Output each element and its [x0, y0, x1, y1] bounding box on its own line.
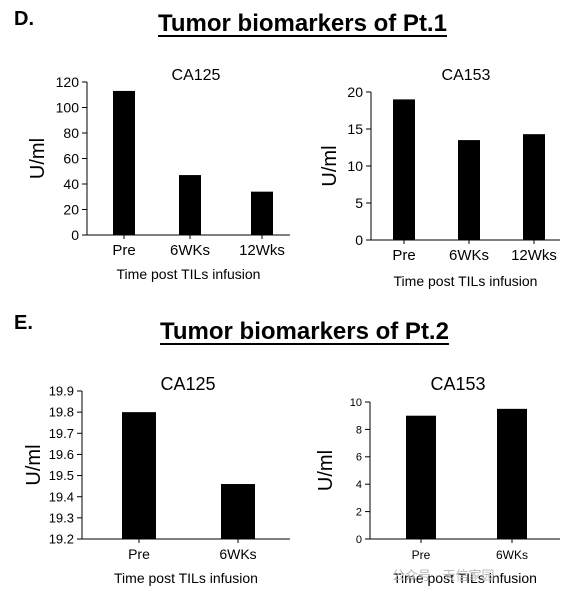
panel-title-d: Tumor biomarkers of Pt.1	[158, 10, 447, 37]
chart-4-x-tick-label-1: 6WKs	[496, 548, 528, 562]
chart-1-y-tick-label-5: 100	[56, 99, 80, 115]
chart-3-y-tick-label-0: 19.2	[49, 532, 74, 547]
chart-3-x-tick-label-1: 6WKs	[219, 546, 256, 562]
chart-2-y-tick-label-3: 15	[347, 121, 363, 137]
chart-1-y-tick-label-6: 120	[56, 74, 80, 90]
chart-2-y-label: U/ml	[319, 145, 341, 186]
chart-4-y-tick-label-0: 0	[356, 534, 362, 546]
chart-2-y-tick-label-1: 5	[355, 195, 363, 211]
chart-1-y-label: U/ml	[27, 138, 49, 179]
chart-3-x-tick-label-0: Pre	[128, 546, 150, 562]
chart-4-y-tick-label-4: 8	[356, 424, 362, 436]
chart-1-y-tick-label-2: 40	[63, 176, 79, 192]
chart-1-x-tick-label-2: 12Wks	[239, 242, 285, 259]
chart-3-y-tick-label-3: 19.5	[49, 468, 74, 483]
chart-4-y-tick-label-5: 10	[350, 397, 362, 409]
panel-title-e: Tumor biomarkers of Pt.2	[160, 318, 449, 345]
chart-2-y-tick-label-0: 0	[355, 232, 363, 248]
chart-1-y-tick-label-0: 0	[71, 227, 79, 243]
chart-4-x-tick-label-0: Pre	[412, 548, 431, 562]
panel-letter-d: D.	[14, 8, 34, 30]
chart-3-y-tick-label-6: 19.8	[49, 405, 74, 420]
chart-3-y-tick-label-2: 19.4	[49, 489, 74, 504]
chart-2-bar-2	[523, 134, 545, 240]
chart-1-x-label: Time post TILs infusion	[117, 266, 261, 282]
chart-1-y-tick-label-1: 20	[63, 201, 79, 217]
chart-2-x-tick-label-1: 6WKs	[449, 247, 489, 264]
panel-letter-e: E.	[14, 312, 33, 334]
chart-4-bar-1	[497, 408, 527, 539]
chart-1-bar-1	[179, 175, 201, 235]
chart-3-y-tick-label-4: 19.6	[49, 447, 74, 462]
chart-1-x-tick-label-1: 6WKs	[170, 242, 210, 259]
chart-3-y-tick-label-7: 19.9	[49, 384, 74, 399]
chart-3-x-label: Time post TILs infusion	[114, 570, 258, 586]
chart-3-bar-0	[122, 412, 156, 539]
chart-2-bar-1	[458, 140, 480, 240]
chart-1-y-tick-label-4: 80	[63, 125, 79, 141]
chart-2-y-tick-label-2: 10	[347, 158, 363, 174]
chart-1-title: CA125	[172, 67, 221, 84]
chart-3-title: CA125	[160, 374, 215, 394]
chart-2-y-tick-label-4: 20	[347, 84, 363, 100]
chart-1-x-tick-label-0: Pre	[112, 242, 135, 259]
chart-2-bar-0	[393, 99, 415, 241]
chart-2-x-tick-label-0: Pre	[392, 247, 415, 264]
chart-3-y-label: U/ml	[23, 444, 45, 485]
chart-4-title: CA153	[430, 374, 485, 394]
chart-4-y-tick-label-3: 6	[356, 452, 362, 464]
chart-3-y-tick-label-1: 19.3	[49, 510, 74, 525]
chart-1-y-tick-label-3: 60	[63, 150, 79, 166]
chart-2-x-tick-label-2: 12Wks	[511, 247, 557, 264]
chart-1-bar-2	[251, 191, 273, 235]
chart-3-bar-1	[221, 484, 255, 539]
chart-4-bar-0	[406, 415, 436, 539]
chart-4-y-label: U/ml	[315, 450, 337, 491]
chart-3-y-tick-label-5: 19.7	[49, 426, 74, 441]
chart-1-bar-0	[113, 90, 135, 235]
chart-2-x-label: Time post TILs infusion	[394, 273, 538, 289]
chart-4-y-tick-label-2: 4	[356, 479, 362, 491]
chart-4-x-label: Time post TILs infusion	[393, 570, 537, 586]
chart-4-y-tick-label-1: 2	[356, 506, 362, 518]
chart-2-title: CA153	[442, 67, 491, 84]
watermark: 公众号 · 天信家园	[392, 568, 495, 583]
